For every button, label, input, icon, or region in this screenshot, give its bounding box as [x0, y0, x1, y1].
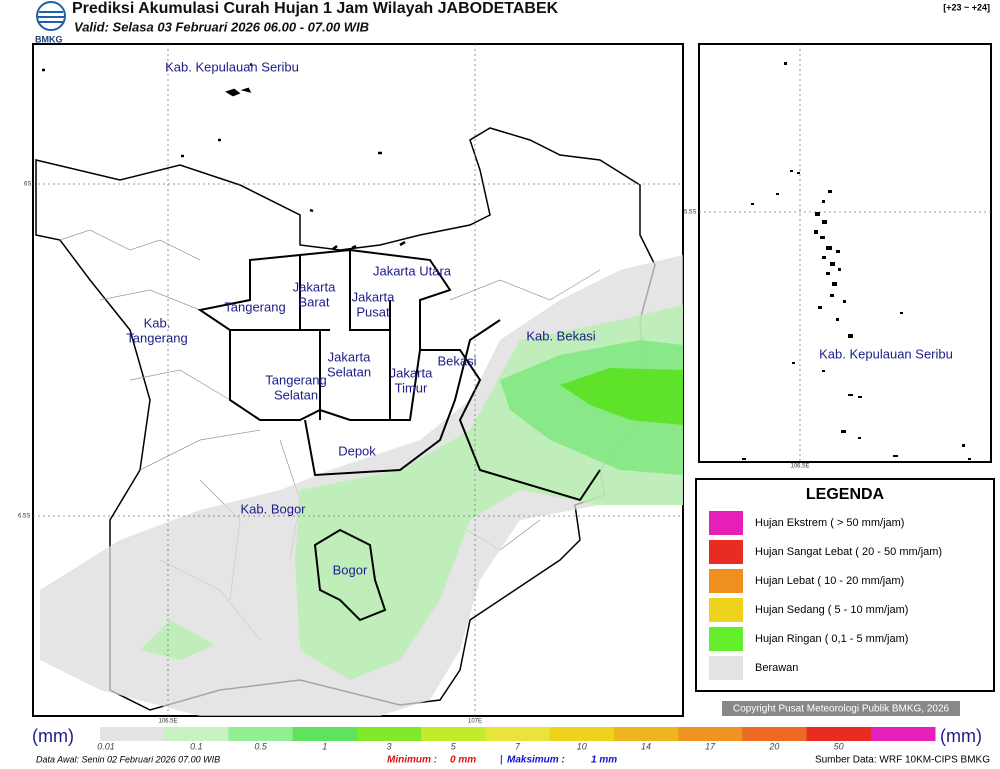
- region-label: Kab. Bekasi: [526, 328, 595, 343]
- inset-map: Kab. Kepulauan Seribu 5.5S 106.5E: [684, 43, 992, 470]
- legend-swatch: [709, 511, 743, 535]
- colorbar-label: 0.01: [97, 741, 115, 751]
- max-label: Maksimum :: [507, 755, 565, 766]
- region-label: Jakarta: [328, 349, 371, 364]
- source-date: Data Awal: Senin 02 Februari 2026 07.00 …: [36, 754, 220, 764]
- colorbar-segment: [228, 727, 294, 741]
- legend-swatch: [709, 540, 743, 564]
- lon-tick: 106.5E: [158, 719, 177, 725]
- legend-title: LEGENDA: [806, 486, 885, 503]
- time-range: [+23 ~ +24]: [943, 2, 990, 12]
- legend-label: Hujan Sangat Lebat ( 20 - 50 mm/jam): [755, 546, 942, 558]
- lon-tick: 106.5E: [790, 464, 809, 470]
- region-label: Bekasi: [437, 353, 476, 368]
- lon-tick: 107E: [468, 719, 482, 725]
- region-label: Pusat: [356, 304, 390, 319]
- legend-swatch: [709, 598, 743, 622]
- colorbar-label: 14: [641, 741, 651, 751]
- min-label: Minimum :: [387, 755, 437, 766]
- legend-label: Hujan Ringan ( 0,1 - 5 mm/jam): [755, 633, 908, 645]
- region-label: Jakarta: [352, 289, 395, 304]
- legend-label: Hujan Lebat ( 10 - 20 mm/jam): [755, 575, 904, 587]
- region-label: Tangerang: [224, 299, 285, 314]
- logo-text: BMKG: [35, 34, 63, 44]
- colorbar-label: 1: [322, 741, 327, 751]
- colorbar-label: 50: [834, 741, 844, 751]
- max-value: 1 mm: [591, 755, 617, 766]
- legend-swatch: [709, 656, 743, 680]
- region-label: Barat: [298, 294, 329, 309]
- region-label: Tangerang: [265, 372, 326, 387]
- legend-label: Berawan: [755, 662, 798, 674]
- region-label: Selatan: [327, 364, 371, 379]
- colorbar-segment: [421, 727, 486, 741]
- legend-swatch: [709, 627, 743, 651]
- colorbar-segment: [613, 727, 679, 741]
- colorbar-segment: [870, 727, 936, 741]
- legend-label: Hujan Sedang ( 5 - 10 mm/jam): [755, 604, 908, 616]
- colorbar-label: 10: [577, 741, 587, 751]
- colorbar-segment: [292, 727, 358, 741]
- data-source: Sumber Data: WRF 10KM-CIPS BMKG: [815, 755, 990, 766]
- region-label: Depok: [338, 443, 376, 458]
- region-label: Kab.: [144, 315, 171, 330]
- colorbar-label: 17: [705, 741, 716, 751]
- main-map: Kab. Kepulauan Seribu Jakarta Utara Jakart…: [18, 43, 684, 725]
- colorbar-label: 5: [451, 741, 457, 751]
- region-label: Tangerang: [126, 330, 187, 345]
- logo: BMKG: [35, 1, 66, 44]
- unit-right: (mm): [940, 726, 982, 746]
- legend: LEGENDA Hujan Ekstrem ( > 50 mm/jam) Huja…: [695, 478, 995, 692]
- legend-label: Hujan Ekstrem ( > 50 mm/jam): [755, 517, 904, 529]
- subtitle: Valid: Selasa 03 Februari 2026 06.00 - 0…: [74, 19, 369, 34]
- colorbar-segment: [806, 727, 872, 741]
- separator: |: [500, 755, 503, 766]
- region-label: Jakarta Utara: [373, 263, 452, 278]
- title: Prediksi Akumulasi Curah Hujan 1 Jam Wil…: [72, 0, 559, 17]
- copyright-box: [722, 701, 960, 716]
- lat-tick: 6.5S: [18, 514, 30, 520]
- unit-left: (mm): [32, 726, 74, 746]
- colorbar-segment: [549, 727, 615, 741]
- colorbar-segment: [678, 727, 743, 741]
- colorbar-segment: [742, 727, 808, 741]
- region-label: Kab. Kepulauan Seribu: [165, 59, 299, 74]
- region-label: Timur: [395, 380, 428, 395]
- colorbar-label: 0.5: [254, 741, 268, 751]
- colorbar-segment: [356, 727, 422, 741]
- colorbar-label: 3: [387, 741, 392, 751]
- colorbar-label: 0.1: [190, 741, 203, 751]
- copyright: Copyright Pusat Meteorologi Publik BMKG,…: [733, 704, 950, 715]
- colorbar-label: 7: [515, 741, 521, 751]
- map-labels: Kab. Kepulauan Seribu Jakarta Utara Jakart…: [126, 59, 596, 577]
- inset-label: Kab. Kepulauan Seribu: [819, 346, 953, 361]
- region-label: Selatan: [274, 387, 318, 402]
- region-label: Jakarta: [390, 365, 433, 380]
- min-value: 0 mm: [450, 755, 476, 766]
- region-label: Jakarta: [293, 279, 336, 294]
- region-label: Kab. Bogor: [240, 501, 306, 516]
- legend-swatch: [709, 569, 743, 593]
- colorbar-segment: [485, 727, 551, 741]
- colorbar-label: 20: [768, 741, 779, 751]
- colorbar-segment: [164, 727, 229, 741]
- region-label: Bogor: [333, 562, 368, 577]
- rain-strong: [560, 368, 683, 425]
- lat-tick: 5.5S: [684, 210, 696, 216]
- lat-tick: 6S: [24, 182, 31, 188]
- colorbar: (mm) (mm) 0.01 0.1 0.5 1 3 5 7 10 14 17 20 50: [32, 726, 982, 752]
- rain-light: [140, 620, 215, 660]
- colorbar-segment: [100, 727, 165, 741]
